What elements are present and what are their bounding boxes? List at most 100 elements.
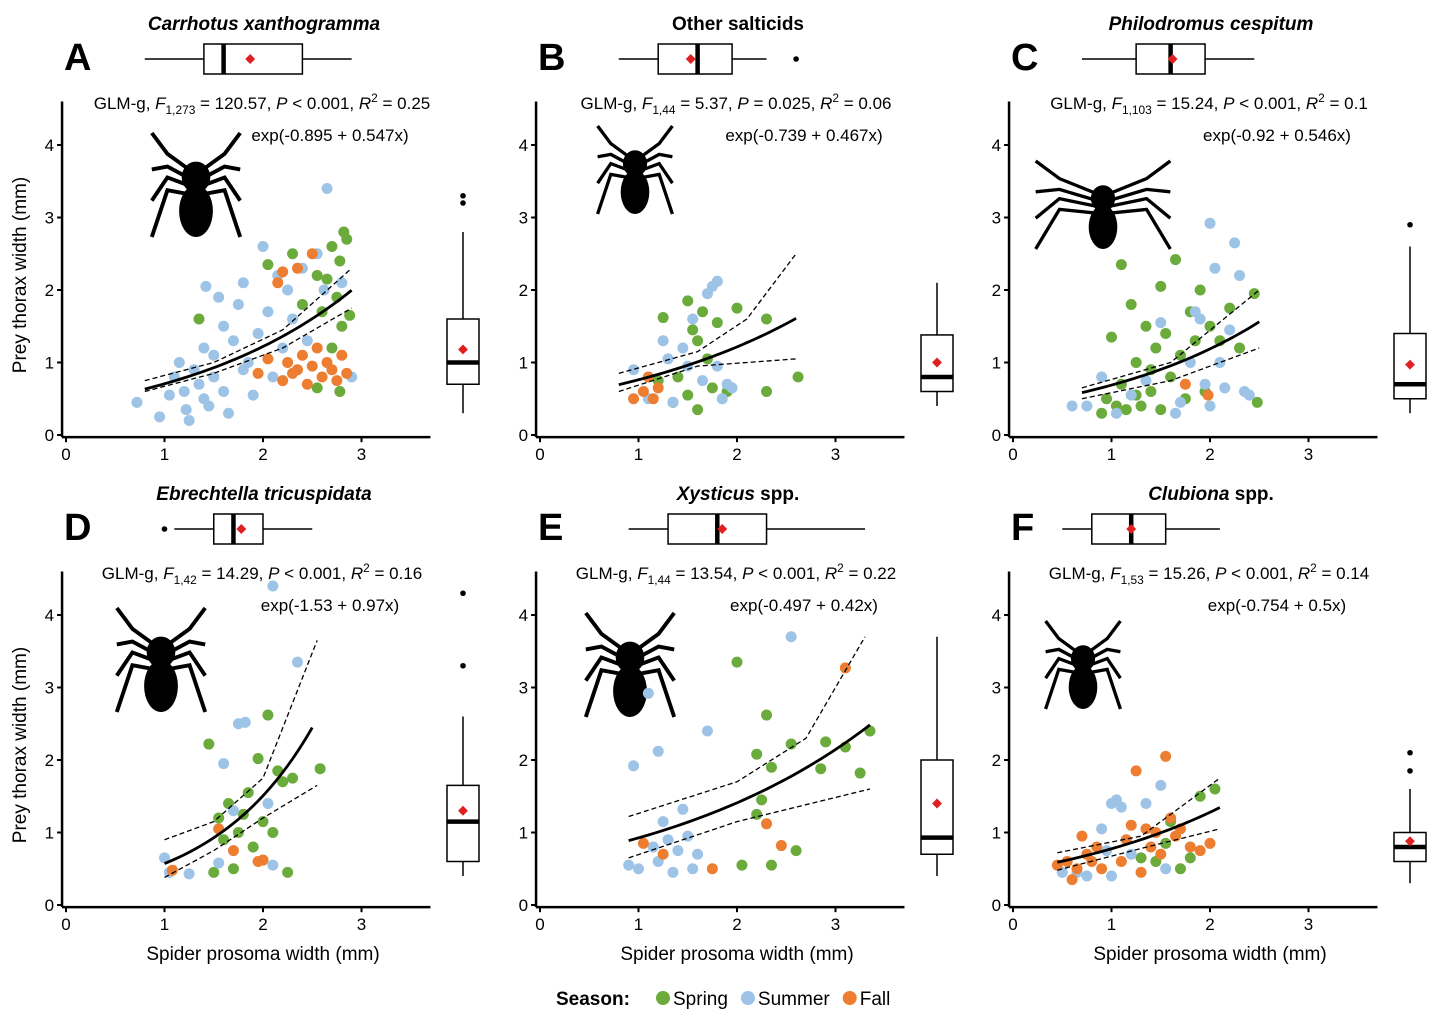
- point: [287, 313, 299, 325]
- point: [227, 845, 239, 857]
- point: [252, 753, 264, 765]
- box-mean: [685, 54, 696, 64]
- y-tick-label: 4: [519, 606, 528, 625]
- point: [326, 241, 338, 252]
- point: [623, 859, 635, 871]
- equation: exp(-0.497 + 0.42x): [730, 596, 878, 615]
- point: [697, 306, 709, 318]
- legend-swatch: [656, 991, 670, 1005]
- box-mean: [236, 524, 247, 534]
- box-mean: [458, 805, 468, 816]
- point: [761, 386, 773, 397]
- point: [1160, 837, 1172, 849]
- point: [272, 277, 284, 289]
- x-tick-label: 0: [61, 445, 70, 464]
- text-part: F: [1112, 94, 1124, 113]
- point: [291, 364, 303, 376]
- point: [159, 852, 170, 864]
- point: [1096, 863, 1108, 875]
- text-part: 1,44: [652, 103, 676, 117]
- point: [711, 275, 723, 287]
- legend-label: Spring: [673, 989, 728, 1010]
- point: [1234, 342, 1246, 354]
- y-tick-label: 2: [45, 751, 54, 770]
- point: [628, 760, 640, 772]
- point: [287, 248, 299, 260]
- point: [1140, 798, 1152, 809]
- point: [1202, 389, 1214, 401]
- point: [1214, 357, 1226, 368]
- point: [1110, 407, 1122, 419]
- point: [1194, 845, 1206, 857]
- point: [1224, 302, 1236, 314]
- point: [642, 687, 654, 699]
- point: [652, 382, 664, 394]
- y-tick-label: 1: [992, 354, 1001, 373]
- point: [232, 827, 244, 838]
- x-tick-label: 2: [1205, 915, 1214, 934]
- point: [1174, 396, 1186, 408]
- point: [1066, 400, 1078, 412]
- box-outlier: [460, 200, 466, 206]
- text-part: F: [1110, 564, 1122, 583]
- point: [785, 738, 797, 750]
- confidence-band: [164, 640, 318, 841]
- point: [262, 709, 274, 721]
- point: [306, 360, 318, 372]
- point: [232, 299, 244, 310]
- rich-text: Ebrechtella tricuspidata: [156, 484, 372, 505]
- text-part: = 0.14: [1317, 564, 1369, 583]
- y-tick-label: 2: [519, 281, 528, 300]
- point: [682, 389, 694, 401]
- text-part: = 15.26,: [1144, 564, 1215, 583]
- point: [647, 393, 659, 405]
- text-part: P: [742, 564, 754, 583]
- equation: exp(-0.895 + 0.547x): [251, 126, 408, 145]
- point: [282, 866, 294, 878]
- equation: exp(-0.92 + 0.546x): [1203, 126, 1351, 145]
- text-part: GLM-g,: [576, 564, 637, 583]
- point: [223, 407, 235, 419]
- point: [208, 866, 220, 878]
- point: [1160, 328, 1172, 339]
- point: [736, 859, 748, 871]
- y-tick-label: 3: [45, 209, 54, 228]
- point: [262, 798, 274, 809]
- point: [1135, 852, 1147, 864]
- point: [166, 864, 178, 876]
- point: [751, 748, 763, 760]
- text-part: Other salticids: [672, 14, 804, 35]
- y-tick-label: 2: [992, 751, 1001, 770]
- rich-text: GLM-g, F1,42 = 14.29, P < 0.001, R2 = 0.…: [102, 561, 422, 587]
- x-tick-label: 1: [160, 445, 169, 464]
- point: [203, 738, 215, 750]
- point: [1140, 823, 1152, 835]
- box-outlier: [161, 526, 168, 532]
- text-part: = 15.24,: [1152, 94, 1223, 113]
- box-mean: [458, 344, 468, 355]
- point: [213, 291, 225, 303]
- point: [1224, 324, 1236, 336]
- text-part: R: [1306, 94, 1318, 113]
- x-axis-label: Spider prosoma width (mm): [1093, 944, 1326, 965]
- x-tick-label: 1: [634, 445, 643, 464]
- text-part: F: [155, 94, 167, 113]
- point: [1160, 750, 1172, 762]
- point: [291, 656, 303, 668]
- point: [662, 834, 674, 846]
- point: [1194, 284, 1206, 296]
- fit-curve: [1057, 806, 1221, 864]
- point: [173, 357, 185, 368]
- rich-text: GLM-g, F1,273 = 120.57, P < 0.001, R2 = …: [94, 91, 430, 117]
- point: [1135, 866, 1147, 878]
- text-part: 2: [1318, 91, 1325, 105]
- spider-abdomen: [1068, 665, 1098, 709]
- text-part: GLM-g,: [102, 564, 163, 583]
- point: [1125, 299, 1137, 310]
- x-axis-label: Spider prosoma width (mm): [146, 944, 379, 965]
- text-part: P: [276, 94, 288, 113]
- text-part: P: [1223, 94, 1235, 113]
- point: [1219, 382, 1231, 394]
- text-part: = 14.29,: [197, 564, 268, 583]
